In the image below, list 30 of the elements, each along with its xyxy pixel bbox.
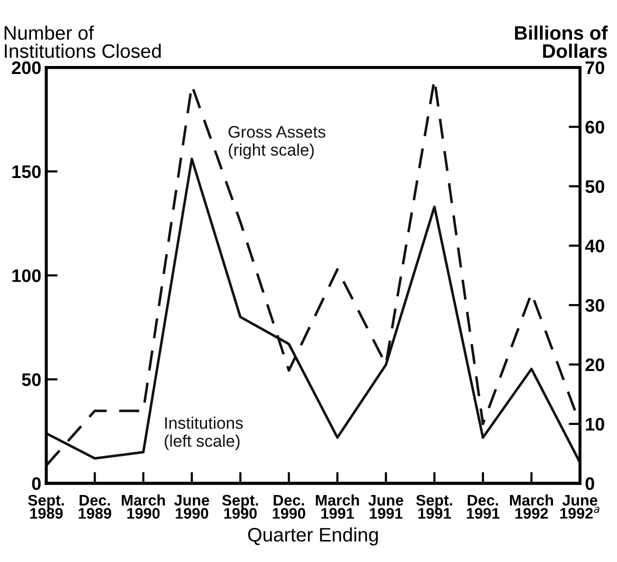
y2-tick-label: 50 xyxy=(585,180,604,193)
x-tick-label: Sept. 1991 xyxy=(416,494,452,519)
x-tick-label: Dec. 1991 xyxy=(466,494,500,519)
x-tick-label: Dec. 1989 xyxy=(78,494,112,519)
x-axis-title: Quarter Ending xyxy=(248,527,378,546)
series-label: Gross Assets (right scale) xyxy=(228,126,326,160)
x-tick-label: Dec. 1990 xyxy=(272,494,306,519)
x-tick-label: June 1992$^{a}$ xyxy=(560,494,600,519)
y2-tick-label: 0 xyxy=(586,477,594,490)
y2-tick-label: 30 xyxy=(585,299,604,312)
y-axis-title: Number of Institutions Closed xyxy=(4,26,161,58)
y-tick-label: 0 xyxy=(32,477,41,490)
x-tick-label: March 1991 xyxy=(316,494,359,519)
series-label: Institutions (left scale) xyxy=(164,416,243,450)
y2-tick-label: 60 xyxy=(586,120,604,134)
x-tick-label: June 1991 xyxy=(368,494,404,519)
y2-axis-title: Billions of Dollars xyxy=(515,26,608,58)
x-tick-label: March 1990 xyxy=(122,494,165,519)
y-tick-label: 200 xyxy=(12,61,41,74)
x-tick-label: Sept. 1990 xyxy=(222,494,258,519)
y2-tick-label: 70 xyxy=(586,61,604,74)
y2-tick-label: 10 xyxy=(586,418,604,431)
y-tick-label: 150 xyxy=(12,165,41,178)
x-tick-label: Sept. 1989 xyxy=(28,494,64,519)
y-tick-label: 100 xyxy=(12,269,41,282)
y2-tick-label: 40 xyxy=(585,240,604,252)
y-tick-label: 50 xyxy=(22,373,41,386)
x-tick-label: March 1992 xyxy=(510,494,554,519)
y2-tick-label: 20 xyxy=(585,358,604,372)
x-tick-label: June 1990 xyxy=(174,494,210,519)
